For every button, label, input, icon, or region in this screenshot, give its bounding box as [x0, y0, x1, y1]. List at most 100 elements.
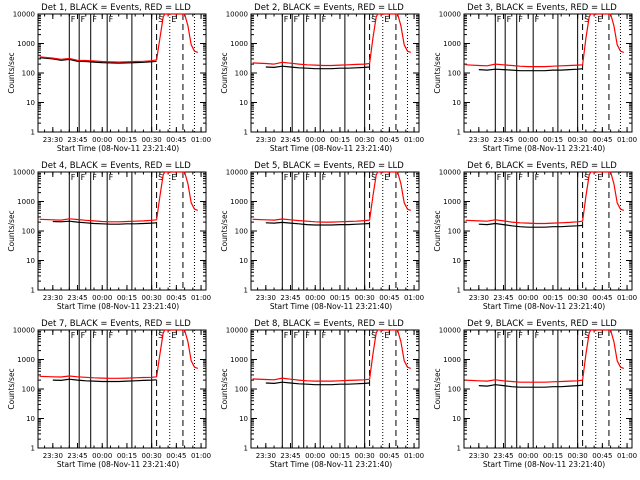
panel-det-9: Det 9, BLACK = Events, RED = LLD 1 10 100 10… — [433, 319, 637, 469]
series-line-events — [265, 65, 370, 70]
x-tick-label: 00:30 — [355, 294, 375, 302]
flag-label: F — [109, 173, 114, 182]
flag-label: F — [305, 173, 310, 182]
flag-label: F — [535, 15, 540, 24]
x-tick-label: 00:00 — [92, 136, 112, 144]
x-tick-label: 01:00 — [404, 136, 424, 144]
series-line-lld — [465, 171, 625, 225]
y-tick-label: 10 — [239, 415, 248, 423]
x-tick-label: 23:45 — [280, 452, 300, 460]
x-tick-label: 00:00 — [92, 294, 112, 302]
flag-label: S — [158, 173, 163, 182]
flag-label: E — [171, 173, 176, 182]
series-line-lld — [39, 171, 199, 223]
x-tick-label: 23:30 — [43, 452, 63, 460]
plot-frame — [463, 329, 633, 449]
panel-title: Det 6, BLACK = Events, RED = LLD — [467, 161, 617, 171]
x-tick-label: 00:45 — [166, 136, 186, 144]
flag-label: E — [597, 15, 602, 24]
x-tick-label: 01:00 — [191, 294, 211, 302]
flag-label: E — [171, 331, 176, 340]
flag-label: S — [158, 331, 163, 340]
y-tick-label: 1000 — [230, 356, 248, 364]
y-tick-label: 1 — [31, 445, 35, 453]
flag-label: F — [518, 331, 523, 340]
x-tick-label: 23:30 — [256, 452, 276, 460]
y-tick-label: 100 — [448, 228, 461, 236]
flag-label: F — [71, 15, 76, 24]
x-axis-label: Start Time (08-Nov-11 23:21:40) — [57, 460, 179, 469]
series-line-events — [52, 378, 157, 383]
series-line-events — [265, 221, 370, 226]
y-tick-label: 1000 — [17, 356, 35, 364]
panel-title: Det 3, BLACK = Events, RED = LLD — [467, 3, 617, 13]
series-line-events — [52, 220, 157, 225]
x-tick-label: 00:15 — [117, 294, 137, 302]
panel-title: Det 4, BLACK = Events, RED = LLD — [41, 161, 191, 171]
x-tick-label: 23:45 — [67, 294, 87, 302]
y-axis-label: Counts/sec — [7, 210, 16, 251]
panel-det-5: Det 5, BLACK = Events, RED = LLD 1 10 100 10… — [220, 161, 424, 311]
flag-label: S — [584, 173, 589, 182]
y-tick-label: 10000 — [439, 327, 461, 335]
y-tick-label: 10 — [26, 257, 35, 265]
x-tick-label: 00:00 — [518, 294, 538, 302]
x-tick-label: 00:45 — [379, 294, 399, 302]
x-axis-label: Start Time (08-Nov-11 23:21:40) — [483, 460, 605, 469]
series-line-lld — [39, 13, 199, 63]
panel-det-8: Det 8, BLACK = Events, RED = LLD 1 10 100 10… — [220, 319, 424, 469]
x-tick-label: 00:45 — [166, 294, 186, 302]
x-axis-label: Start Time (08-Nov-11 23:21:40) — [483, 144, 605, 153]
y-tick-label: 1 — [31, 287, 35, 295]
x-tick-label: 23:30 — [469, 452, 489, 460]
panel-det-4: Det 4, BLACK = Events, RED = LLD 1 10 100 10… — [7, 161, 211, 311]
x-tick-label: 01:00 — [191, 452, 211, 460]
y-tick-label: 1000 — [443, 198, 461, 206]
flag-label: F — [507, 331, 512, 340]
flag-label: F — [92, 331, 97, 340]
flag-label: F — [294, 15, 299, 24]
x-tick-label: 00:45 — [379, 136, 399, 144]
plot-frame — [250, 329, 420, 449]
y-tick-label: 100 — [235, 70, 248, 78]
x-axis-label: Start Time (08-Nov-11 23:21:40) — [57, 144, 179, 153]
y-tick-label: 1000 — [17, 198, 35, 206]
x-tick-label: 00:30 — [355, 452, 375, 460]
flag-label: S — [371, 173, 376, 182]
flag-label: S — [371, 331, 376, 340]
panel-det-7: Det 7, BLACK = Events, RED = LLD 1 10 100 10… — [7, 319, 211, 469]
flag-label: F — [71, 173, 76, 182]
y-axis-label: Counts/sec — [220, 52, 229, 93]
panel-det-3: Det 3, BLACK = Events, RED = LLD 1 10 100 10… — [433, 3, 637, 153]
flag-label: F — [109, 15, 114, 24]
x-tick-label: 00:00 — [305, 136, 325, 144]
x-tick-label: 01:00 — [404, 452, 424, 460]
y-tick-label: 1000 — [443, 40, 461, 48]
x-tick-label: 23:30 — [43, 136, 63, 144]
y-tick-label: 1 — [457, 129, 461, 137]
flag-label: F — [81, 15, 86, 24]
plot-frame — [37, 329, 207, 449]
flag-label: F — [497, 331, 502, 340]
panel-det-6: Det 6, BLACK = Events, RED = LLD 1 10 100 10… — [433, 161, 637, 311]
y-tick-label: 10 — [239, 99, 248, 107]
plot-frame — [463, 171, 633, 291]
plot-frame — [37, 13, 207, 133]
flag-label: F — [305, 331, 310, 340]
panel-det-1: Det 1, BLACK = Events, RED = LLD 1 10 100 10… — [7, 3, 211, 153]
y-tick-label: 1000 — [17, 40, 35, 48]
y-tick-label: 10000 — [13, 169, 35, 177]
x-tick-label: 23:45 — [67, 136, 87, 144]
series-line-events — [39, 57, 157, 64]
flag-label: F — [71, 331, 76, 340]
x-tick-label: 00:30 — [355, 136, 375, 144]
x-tick-label: 00:15 — [543, 136, 563, 144]
panel-title: Det 7, BLACK = Events, RED = LLD — [41, 319, 191, 329]
flag-label: F — [535, 331, 540, 340]
x-tick-label: 00:15 — [117, 136, 137, 144]
series-line-events — [478, 68, 583, 72]
series-line-lld — [252, 171, 412, 223]
flag-label: F — [81, 331, 86, 340]
flag-label: F — [322, 15, 327, 24]
flag-label: E — [384, 173, 389, 182]
